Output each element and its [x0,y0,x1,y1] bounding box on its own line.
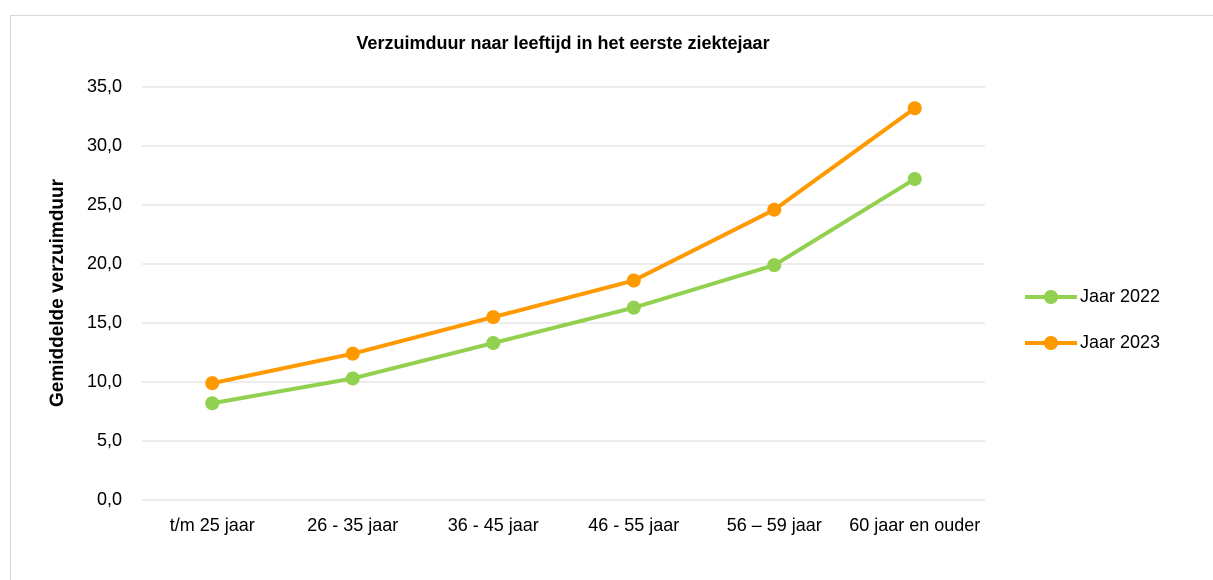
data-point [626,300,641,315]
data-point [486,336,501,351]
series-line [211,106,916,386]
data-point [205,376,220,391]
data-point [767,202,782,217]
y-tick-label: 25,0 [87,194,122,214]
data-point [767,258,782,273]
y-axis-label: Gemiddelde verzuimduur [47,178,68,407]
x-tick-label: 26 - 35 jaar [307,515,399,535]
data-point [345,371,360,386]
legend-label: Jaar 2023 [1080,332,1160,352]
x-tick-label: 36 - 45 jaar [447,515,539,535]
chart-title: Verzuimduur naar leeftijd in het eerste … [356,33,769,53]
data-point [205,396,220,411]
legend-marker [1044,290,1058,304]
chart-frame [10,15,1213,580]
y-tick-label: 5,0 [97,430,122,450]
y-tick-label: 0,0 [97,489,122,509]
x-tick-label: 60 jaar en ouder [849,515,981,535]
data-point [907,172,922,187]
data-point [626,273,641,288]
data-point [345,346,360,361]
series-line [211,177,916,406]
data-point [907,101,922,116]
y-tick-label: 10,0 [87,371,122,391]
y-tick-label: 35,0 [87,76,122,96]
y-tick-label: 20,0 [87,253,122,273]
x-tick-label: 56 – 59 jaar [726,515,822,535]
data-point [486,310,501,325]
x-tick-label: 46 - 55 jaar [588,515,680,535]
legend-marker [1044,336,1058,350]
x-tick-label: t/m 25 jaar [169,515,255,535]
y-tick-label: 15,0 [87,312,122,332]
legend-label: Jaar 2022 [1080,286,1160,306]
y-tick-label: 30,0 [87,135,122,155]
